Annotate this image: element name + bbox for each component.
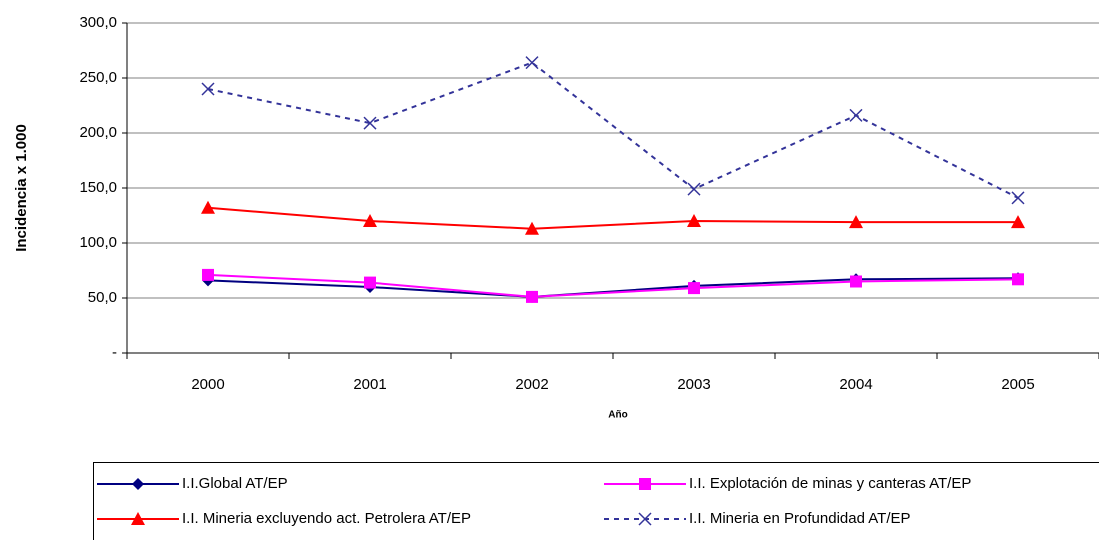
x-tick-label: 2002 (515, 376, 548, 393)
data-point (526, 290, 538, 303)
data-point (1012, 273, 1024, 286)
x-tick-label: 2003 (677, 376, 710, 393)
y-tick-label: 300,0 (79, 14, 117, 31)
data-point (849, 108, 863, 122)
legend-label: I.I. Mineria en Profundidad AT/EP (689, 510, 911, 527)
y-tick-label: - (112, 344, 117, 361)
legend-label: I.I.Global AT/EP (182, 475, 288, 492)
data-point (1011, 191, 1025, 205)
x-tick-label: 2005 (1001, 376, 1034, 393)
x-tick-label: 2000 (191, 376, 224, 393)
data-point (1011, 215, 1025, 229)
series-line (207, 61, 1019, 199)
legend-box (93, 462, 1099, 540)
data-point (849, 215, 863, 229)
y-tick-label: 250,0 (79, 69, 117, 86)
y-tick-label: 100,0 (79, 234, 117, 251)
data-point (525, 56, 539, 70)
legend-marker (639, 478, 651, 490)
x-tick-label: 2001 (353, 376, 386, 393)
series-line (207, 277, 1019, 298)
legend-marker (132, 478, 144, 490)
x-tick-label: 2004 (839, 376, 872, 393)
data-point (201, 200, 215, 214)
legend-label: I.I. Mineria excluyendo act. Petrolera A… (182, 510, 471, 527)
y-tick-label: 150,0 (79, 179, 117, 196)
data-point (363, 116, 377, 130)
legend-label: I.I. Explotación de minas y canteras AT/… (689, 475, 971, 492)
data-point (201, 82, 215, 96)
data-point (688, 282, 700, 295)
data-point (850, 275, 862, 288)
data-point (364, 276, 376, 289)
series-line (207, 273, 1019, 298)
data-point (687, 214, 701, 227)
y-tick-label: 200,0 (79, 124, 117, 141)
x-axis-title: Año (608, 410, 627, 421)
data-point (525, 221, 539, 235)
legend-marker (131, 512, 145, 525)
data-point (363, 214, 377, 227)
y-tick-label: 50,0 (88, 289, 117, 306)
data-point (687, 182, 701, 196)
legend-marker (638, 512, 652, 526)
data-point (202, 268, 214, 281)
series-line (207, 206, 1018, 230)
y-axis-title: Incidencia x 1.000 (13, 124, 30, 252)
